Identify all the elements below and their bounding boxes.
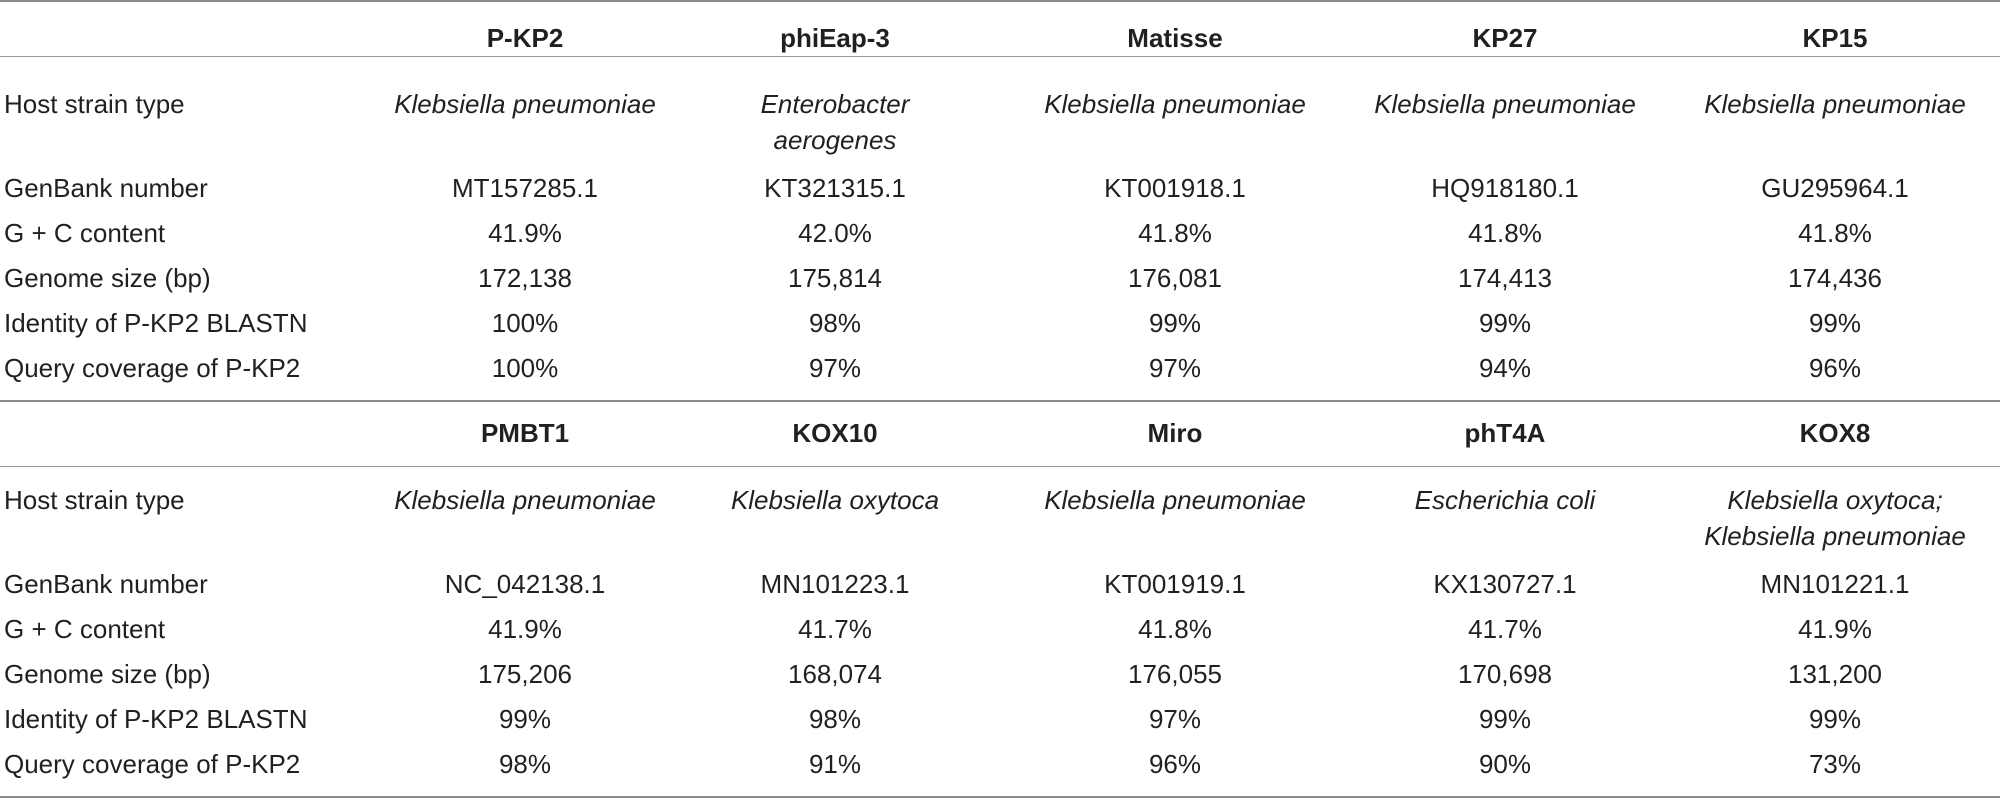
table-cell: 97% [808,353,862,383]
table-cell: MN101221.1 [1760,569,1910,599]
col-header: KP27 [1472,23,1538,53]
table-cell: 98% [498,749,552,779]
table-cell: 174,436 [1788,263,1882,293]
table-cell: 97% [1148,704,1202,734]
table-top-rule [0,0,2000,2]
table-cell: 41.8% [1468,218,1542,248]
row-label: Host strain type [4,89,185,119]
table-cell: 94% [1478,353,1532,383]
table-cell: 98% [808,704,862,734]
table-cell: Klebsiella pneumoniae [394,89,656,119]
table-cell: 97% [1148,353,1202,383]
table-cell: 176,081 [1128,263,1222,293]
table-cell: 100% [491,353,559,383]
table-cell: 175,206 [478,659,572,689]
table-cell: MN101223.1 [760,569,910,599]
table-cell: Klebsiella pneumoniae [1044,89,1306,119]
table-cell: Klebsiella pneumoniae [394,485,656,515]
table-cell: 174,413 [1458,263,1552,293]
table-cell: 99% [1148,308,1202,338]
table-cell: 99% [1478,704,1532,734]
section1-header-rule [0,56,2000,57]
row-label: Host strain type [4,485,185,515]
table-cell: 172,138 [478,263,572,293]
table-cell: 73% [1808,749,1862,779]
col-header: KP15 [1802,23,1868,53]
table-cell: KT001919.1 [1104,569,1246,599]
table-cell: 175,814 [788,263,882,293]
table-cell: 96% [1808,353,1862,383]
table-cell: Klebsiella oxytoca [730,485,940,515]
table-cell: 99% [498,704,552,734]
section2-header-rule [0,466,2000,467]
table-bottom-rule [0,796,2000,798]
table-cell: 41.9% [1798,614,1872,644]
row-label: GenBank number [4,569,208,599]
table-cell: 170,698 [1458,659,1552,689]
table-cell: HQ918180.1 [1431,173,1579,203]
col-header: Matisse [1127,23,1223,53]
col-header: KOX8 [1799,418,1871,448]
table-cell: Enterobacter aerogenes [760,89,910,155]
table-cell: MT157285.1 [452,173,598,203]
table-cell: 99% [1478,308,1532,338]
table-cell: 98% [808,308,862,338]
table-cell: 99% [1808,308,1862,338]
col-header: Miro [1147,418,1203,448]
row-label: Identity of P-KP2 BLASTN [4,308,308,338]
table-cell: Klebsiella pneumoniae [1374,89,1636,119]
table-cell: Klebsiella pneumoniae [1044,485,1306,515]
row-label: GenBank number [4,173,208,203]
col-header: P-KP2 [486,23,564,53]
table-cell: NC_042138.1 [444,569,606,599]
table-cell: 41.9% [488,218,562,248]
table-cell: 100% [491,308,559,338]
table-cell: 99% [1808,704,1862,734]
row-label: Genome size (bp) [4,263,211,293]
row-label: Query coverage of P-KP2 [4,353,301,383]
table-cell: 41.8% [1138,614,1212,644]
table-cell: 131,200 [1788,659,1882,689]
table-cell: Klebsiella pneumoniae [1704,89,1966,119]
table-cell: 41.7% [798,614,872,644]
table-cell: KX130727.1 [1433,569,1577,599]
row-label: Query coverage of P-KP2 [4,749,301,779]
table-cell: KT321315.1 [764,173,906,203]
row-label: Genome size (bp) [4,659,211,689]
col-header: phT4A [1464,418,1546,448]
table-cell: GU295964.1 [1761,173,1909,203]
table-cell: 41.8% [1138,218,1212,248]
table-cell: 168,074 [788,659,882,689]
table-cell: 41.8% [1798,218,1872,248]
table-cell: 41.7% [1468,614,1542,644]
row-label: G + C content [4,614,166,644]
table-cell: 90% [1478,749,1532,779]
table-cell: Escherichia coli [1414,485,1596,515]
col-header: PMBT1 [480,418,570,448]
row-label: Identity of P-KP2 BLASTN [4,704,308,734]
table-cell: 41.9% [488,614,562,644]
section-divider-rule [0,400,2000,402]
table-cell: 96% [1148,749,1202,779]
col-header: phiEap-3 [780,23,890,53]
row-label: G + C content [4,218,166,248]
table-cell: 42.0% [798,218,872,248]
table-cell: KT001918.1 [1104,173,1246,203]
table-cell: Klebsiella oxytoca; Klebsiella pneumoniae [1704,485,1966,551]
col-header: KOX10 [792,418,878,448]
table-cell: 176,055 [1128,659,1222,689]
table-cell: 91% [808,749,862,779]
